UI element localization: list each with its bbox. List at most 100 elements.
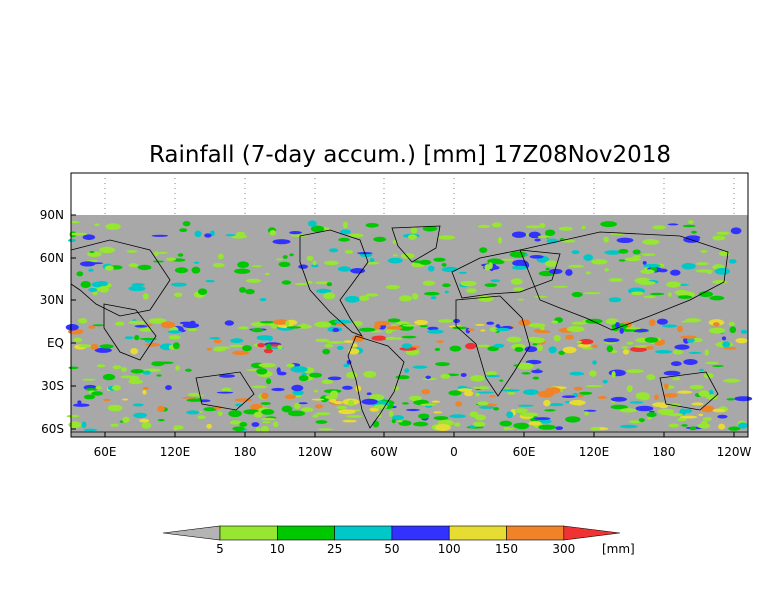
rain-patch — [548, 403, 564, 407]
rain-patch — [92, 324, 105, 327]
rain-patch — [698, 413, 704, 417]
rain-patch — [647, 417, 652, 420]
rain-patch — [582, 347, 593, 350]
rain-patch — [197, 415, 206, 420]
rain-patch — [177, 253, 184, 257]
colorbar-swatch — [334, 525, 393, 541]
rain-patch — [663, 370, 681, 376]
rain-patch — [642, 261, 647, 265]
rain-patch — [385, 329, 393, 334]
rain-patch — [92, 291, 98, 296]
rain-patch — [261, 409, 275, 415]
rain-patch — [89, 250, 95, 254]
rain-patch — [312, 414, 319, 418]
rain-patch — [130, 369, 144, 374]
rain-patch — [174, 267, 189, 274]
rain-patch — [260, 402, 272, 405]
rain-patch — [409, 395, 422, 401]
rain-patch — [204, 233, 212, 238]
rain-patch — [698, 291, 713, 298]
rain-patch — [571, 321, 587, 325]
rain-patch — [545, 229, 556, 236]
rain-patch — [696, 262, 709, 266]
rain-patch — [528, 231, 541, 239]
rain-patch — [333, 401, 344, 405]
rain-patch — [656, 318, 668, 325]
rain-patch — [171, 282, 187, 287]
rain-patch — [600, 221, 617, 228]
rain-patch — [602, 379, 608, 384]
rain-patch — [527, 336, 540, 342]
colorbar-level-label: 50 — [384, 542, 399, 556]
rain-patch — [343, 340, 354, 343]
rain-patch — [497, 237, 503, 244]
rain-patch — [466, 288, 477, 294]
rain-patch — [490, 279, 501, 283]
rain-patch — [643, 263, 661, 268]
rain-patch — [121, 367, 127, 372]
colorbar-level-label: 25 — [327, 542, 342, 556]
rain-patch — [324, 344, 334, 348]
rain-patch — [510, 278, 523, 285]
rain-patch — [604, 250, 622, 255]
rain-patch — [473, 386, 490, 390]
rain-patch — [401, 335, 417, 339]
rain-patch — [565, 269, 573, 276]
rain-patch — [260, 417, 276, 421]
rain-patch — [286, 363, 295, 368]
rain-patch — [90, 343, 99, 350]
rain-patch — [670, 361, 682, 367]
rain-patch — [371, 335, 387, 341]
rain-patch — [524, 346, 538, 353]
rain-patch — [573, 386, 583, 391]
rain-patch — [128, 320, 146, 325]
rain-patch — [82, 234, 96, 240]
rain-patch — [642, 239, 660, 245]
rain-patch — [216, 391, 234, 394]
rain-patch — [677, 390, 693, 394]
rain-patch — [493, 260, 505, 265]
rain-patch — [529, 254, 544, 259]
rain-patch — [533, 329, 543, 333]
rain-patch — [251, 265, 263, 268]
rain-patch — [626, 369, 644, 373]
rain-patch — [514, 408, 528, 414]
rain-patch — [365, 223, 379, 228]
rain-patch — [662, 324, 678, 328]
rain-patch — [168, 335, 181, 340]
rain-patch — [649, 292, 665, 296]
rain-patch — [260, 425, 269, 433]
rain-patch — [433, 257, 446, 262]
colorbar-swatch — [219, 525, 278, 541]
rain-patch — [458, 271, 467, 274]
rain-patch — [229, 420, 242, 425]
rain-patch — [657, 408, 675, 414]
rain-patch — [369, 258, 375, 263]
rain-patch — [441, 263, 447, 267]
rain-patch — [85, 388, 98, 391]
rain-patch — [232, 426, 245, 432]
rain-patch — [545, 267, 550, 271]
rain-patch — [738, 422, 748, 429]
rain-patch — [576, 340, 583, 344]
colorbar-labels: 5 10 25 50 100 150 300 — [216, 542, 575, 556]
rain-patch — [709, 295, 725, 301]
rain-patch — [132, 403, 144, 407]
rain-patch — [314, 321, 332, 328]
lon-tick-label: 120W — [717, 445, 752, 459]
rain-patch — [488, 262, 493, 270]
rain-patch — [452, 326, 467, 330]
rain-patch — [534, 238, 541, 242]
rain-patch — [484, 283, 498, 287]
rain-patch — [534, 417, 551, 421]
rain-patch — [312, 260, 317, 266]
rain-patch — [88, 268, 94, 272]
rain-patch — [186, 410, 200, 415]
rain-patch — [91, 281, 103, 288]
lon-tick-label: 120E — [160, 445, 191, 459]
rain-patch — [217, 411, 223, 416]
rain-patch — [680, 335, 697, 339]
rain-patch — [555, 426, 563, 430]
rain-patch — [253, 411, 263, 418]
rain-patch — [467, 328, 475, 332]
